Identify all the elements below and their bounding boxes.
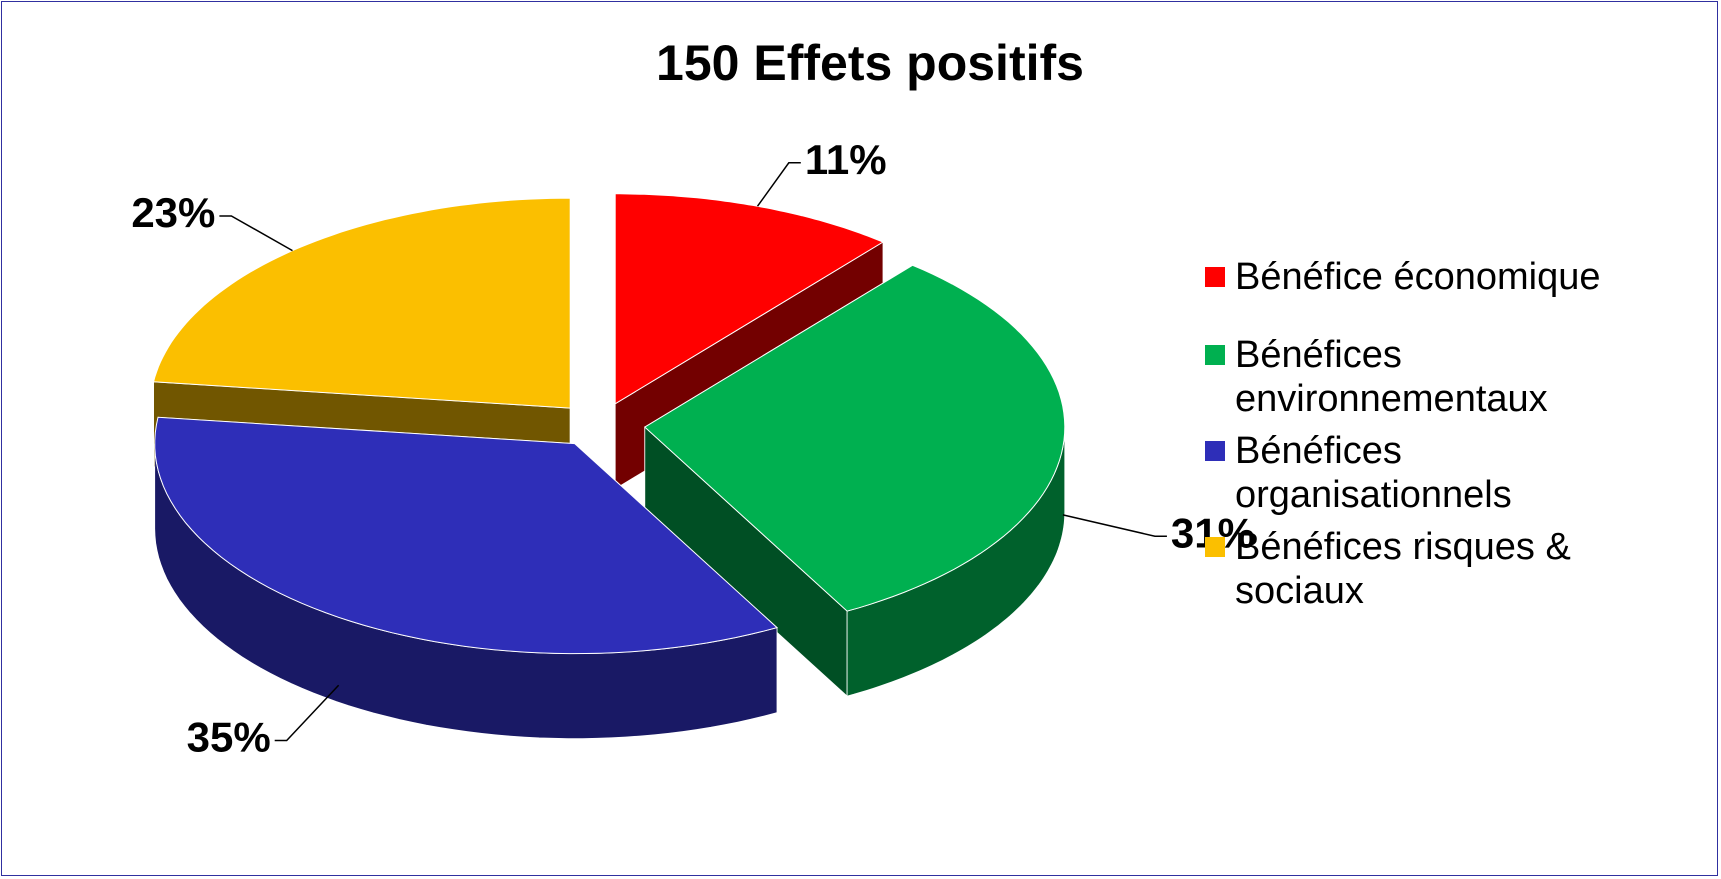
- data-label: 23%: [131, 189, 215, 236]
- legend-entry: Bénéfice économique: [1205, 255, 1705, 299]
- chart-title: 150 Effets positifs: [656, 35, 1084, 91]
- legend-swatch: [1205, 537, 1225, 557]
- legend-label: Bénéfices risques & sociaux: [1235, 526, 1571, 612]
- legend-swatch: [1205, 441, 1225, 461]
- data-label: 35%: [187, 714, 271, 761]
- legend-entry: Bénéfices organisationnels: [1205, 429, 1705, 517]
- leader-line: [756, 162, 801, 207]
- data-label: 11%: [805, 136, 887, 183]
- legend-label: Bénéfices organisationnels: [1235, 430, 1512, 516]
- legend-entry: Bénéfices environnementaux: [1205, 333, 1705, 421]
- legend-swatch: [1205, 267, 1225, 287]
- legend: Bénéfice économique Bénéfices environneme…: [1205, 255, 1705, 613]
- legend-swatch: [1205, 345, 1225, 365]
- slice: [643, 264, 1066, 612]
- leader-line: [1062, 514, 1167, 537]
- slice: [152, 197, 571, 409]
- leader-line: [274, 684, 340, 742]
- slice: [154, 416, 779, 655]
- slice: [154, 416, 779, 739]
- leader-line: [219, 215, 293, 252]
- legend-entry: Bénéfices risques & sociaux: [1205, 525, 1705, 613]
- slice: [643, 264, 1066, 698]
- legend-label: Bénéfice économique: [1235, 256, 1601, 298]
- legend-label: Bénéfices environnementaux: [1235, 334, 1548, 420]
